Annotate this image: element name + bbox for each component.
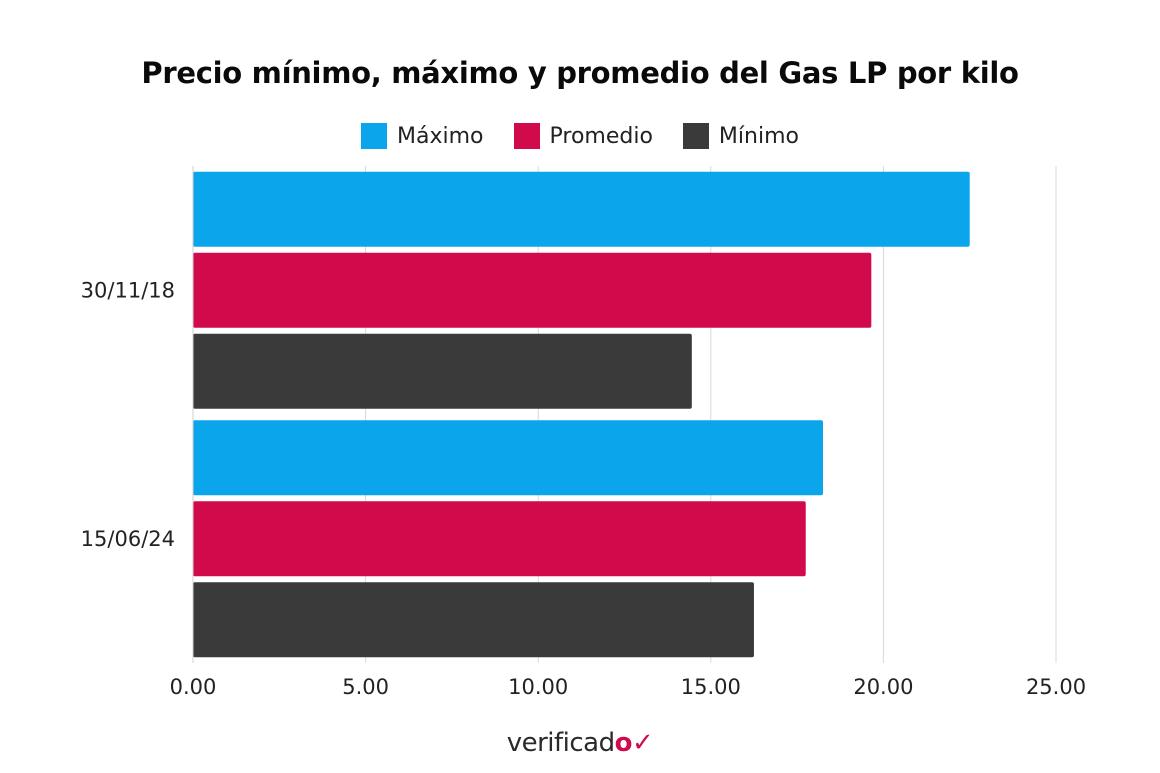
- verificado-logo: verificado✓: [0, 728, 1160, 758]
- legend-label-promedio: Promedio: [549, 123, 653, 149]
- x-tick-label: 20.00: [853, 675, 913, 699]
- chart-title: Precio mínimo, máximo y promedio del Gas…: [141, 56, 1019, 90]
- bar-30-11-18-promedio: [193, 252, 872, 328]
- legend-label-maximo: Máximo: [397, 123, 484, 149]
- x-tick-label: 15.00: [681, 675, 741, 699]
- x-tick-label: 25.00: [1026, 675, 1086, 699]
- legend-swatch-promedio: [513, 123, 540, 149]
- y-tick-label: 15/06/24: [81, 527, 175, 551]
- bar-15-06-24-maximo: [193, 420, 823, 496]
- x-tick-label: 0.00: [170, 675, 217, 699]
- legend-swatch-maximo: [361, 123, 388, 149]
- bar-30-11-18-minimo: [193, 333, 692, 409]
- legend-item-promedio: Promedio: [513, 123, 653, 149]
- logo-check-icon: o✓: [614, 728, 654, 758]
- x-tick-label: 5.00: [342, 675, 389, 699]
- legend-swatch-minimo: [682, 123, 709, 149]
- x-tick-label: 10.00: [508, 675, 568, 699]
- logo-text: verificad: [506, 728, 615, 758]
- legend-item-minimo: Mínimo: [682, 123, 799, 149]
- legend-label-minimo: Mínimo: [718, 123, 799, 149]
- y-tick-label: 30/11/18: [81, 278, 175, 302]
- legend-item-maximo: Máximo: [361, 123, 484, 149]
- bar-15-06-24-promedio: [193, 501, 806, 577]
- bar-15-06-24-minimo: [193, 582, 754, 658]
- bar-30-11-18-maximo: [193, 171, 970, 247]
- legend: Máximo Promedio Mínimo: [0, 120, 1160, 152]
